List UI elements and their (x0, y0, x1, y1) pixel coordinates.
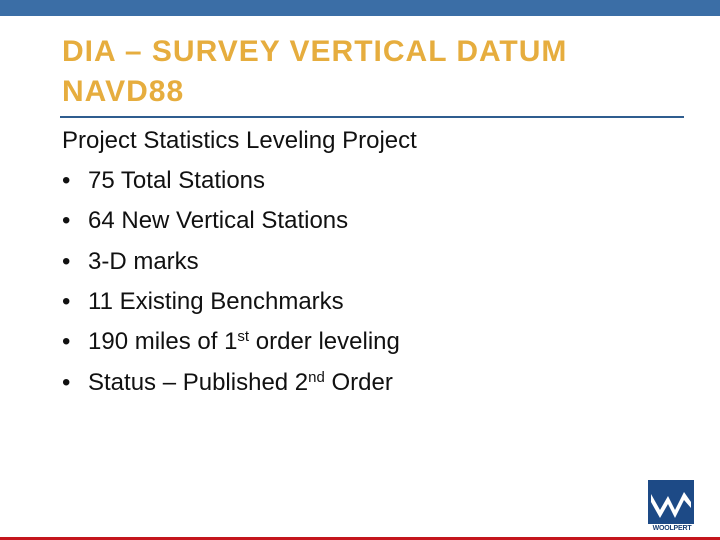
intro: Project Statistics Leveling Project (62, 127, 417, 154)
bullet-marker: • (62, 167, 71, 194)
bullet-text: 3-D marks (88, 247, 199, 275)
title-line: DIA – SURVEY VERTICAL DATUM (62, 35, 568, 68)
superscript: st (237, 328, 250, 346)
superscript: nd (308, 368, 325, 386)
bullet-item: 75 Total Stations (88, 166, 265, 196)
bullet-text: 11 Existing Benchmarks (88, 287, 344, 315)
top-bar (0, 0, 720, 16)
bottom-line (0, 537, 720, 540)
bullet-marker: • (62, 368, 71, 396)
logo (648, 480, 694, 524)
bullet-text: Order (324, 368, 393, 396)
bullet-item: 3-D marks (88, 247, 199, 277)
bullet-marker: • (62, 287, 71, 315)
logo-text: WOOLPERT (652, 525, 692, 532)
bullet-marker: • (62, 328, 71, 356)
bullet-text: 190 miles of 1 (88, 328, 238, 356)
bullet-item: 190 miles of 1st order leveling (88, 327, 400, 357)
title-line: NAVD88 (62, 75, 185, 108)
bullet-item: Status – Published 2nd Order (88, 368, 393, 398)
bullet-item: 11 Existing Benchmarks (88, 287, 344, 317)
bullet-text: 64 New Vertical Stations (88, 207, 349, 235)
bullet-item: 64 New Vertical Stations (88, 206, 348, 236)
bullet-text: Status – Published 2 (88, 368, 309, 396)
bullet-text: order leveling (249, 328, 400, 356)
bullet-marker: • (62, 247, 71, 275)
divider (60, 116, 684, 118)
bullet-text: 75 Total Stations (88, 167, 266, 194)
bullet-marker: • (62, 207, 71, 235)
